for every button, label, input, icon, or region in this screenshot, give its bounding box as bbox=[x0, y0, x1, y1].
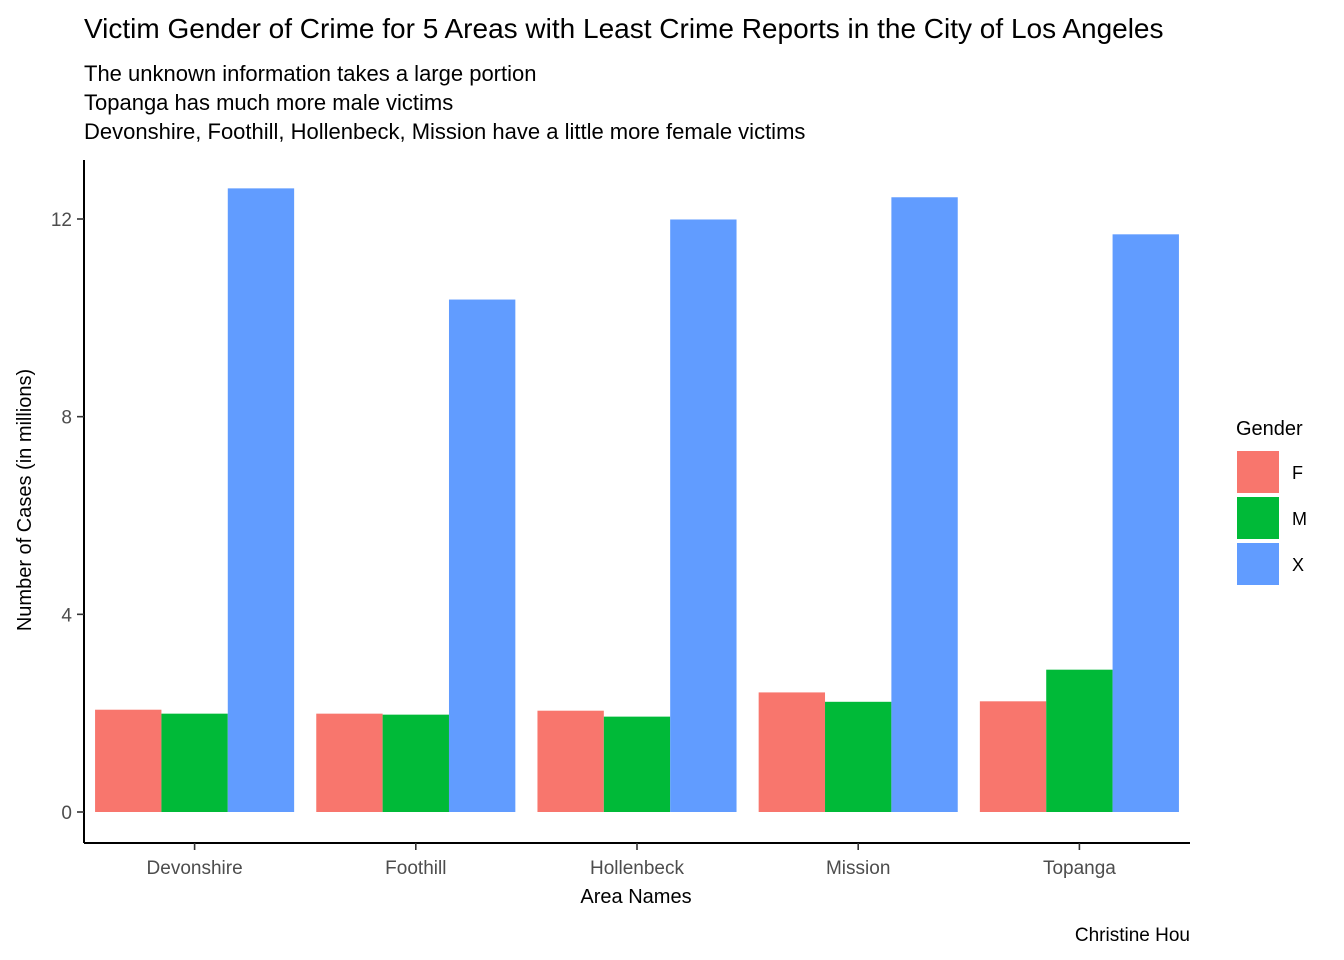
legend-label-x: X bbox=[1292, 555, 1304, 575]
chart-subtitle-line-1: The unknown information takes a large po… bbox=[84, 61, 536, 86]
x-tick-label: Devonshire bbox=[147, 858, 243, 879]
x-axis-title: Area Names bbox=[580, 886, 691, 908]
bar-devonshire-m bbox=[161, 713, 228, 812]
bar-hollenbeck-x bbox=[670, 219, 737, 813]
bar-mission-f bbox=[758, 692, 826, 812]
legend-label-f: F bbox=[1292, 463, 1303, 483]
legend: Gender F M X bbox=[1236, 418, 1307, 585]
bar-hollenbeck-f bbox=[537, 710, 604, 812]
chart-subtitle-line-3: Devonshire, Foothill, Hollenbeck, Missio… bbox=[84, 119, 805, 144]
chart-caption: Christine Hou bbox=[1075, 925, 1190, 946]
x-tick-label: Foothill bbox=[385, 858, 446, 879]
bar-topanga-m bbox=[1046, 669, 1113, 812]
bar-foothill-f bbox=[316, 713, 383, 812]
y-tick-label: 0 bbox=[61, 803, 72, 824]
bar-hollenbeck-m bbox=[603, 716, 671, 812]
y-axis: 0 4 8 12 bbox=[51, 160, 85, 843]
legend-key-m bbox=[1237, 497, 1279, 539]
bar-devonshire-x bbox=[227, 188, 295, 813]
y-tick-label: 12 bbox=[51, 210, 72, 231]
y-tick-label: 8 bbox=[61, 408, 72, 429]
bar-topanga-f bbox=[979, 701, 1047, 812]
legend-key-x bbox=[1237, 543, 1279, 585]
chart-title: Victim Gender of Crime for 5 Areas with … bbox=[84, 13, 1164, 44]
bar-devonshire-f bbox=[95, 709, 162, 812]
bar-topanga-x bbox=[1112, 234, 1179, 812]
x-tick-label: Hollenbeck bbox=[590, 858, 684, 879]
bar-mission-m bbox=[825, 701, 892, 812]
bar-foothill-x bbox=[448, 299, 516, 812]
legend-key-f bbox=[1237, 451, 1279, 493]
chart-subtitle-line-2: Topanga has much more male victims bbox=[84, 90, 453, 115]
x-tick-label: Topanga bbox=[1043, 858, 1116, 879]
legend-title: Gender bbox=[1236, 418, 1303, 440]
bar-mission-x bbox=[891, 197, 958, 812]
x-axis: Devonshire Foothill Hollenbeck Mission Topan… bbox=[84, 842, 1190, 879]
legend-label-m: M bbox=[1292, 509, 1307, 529]
bar-foothill-m bbox=[382, 714, 449, 812]
bars-layer bbox=[95, 188, 1179, 813]
y-tick-label: 4 bbox=[61, 605, 72, 626]
y-axis-title: Number of Cases (in millions) bbox=[14, 369, 36, 631]
x-tick-label: Mission bbox=[826, 858, 890, 879]
